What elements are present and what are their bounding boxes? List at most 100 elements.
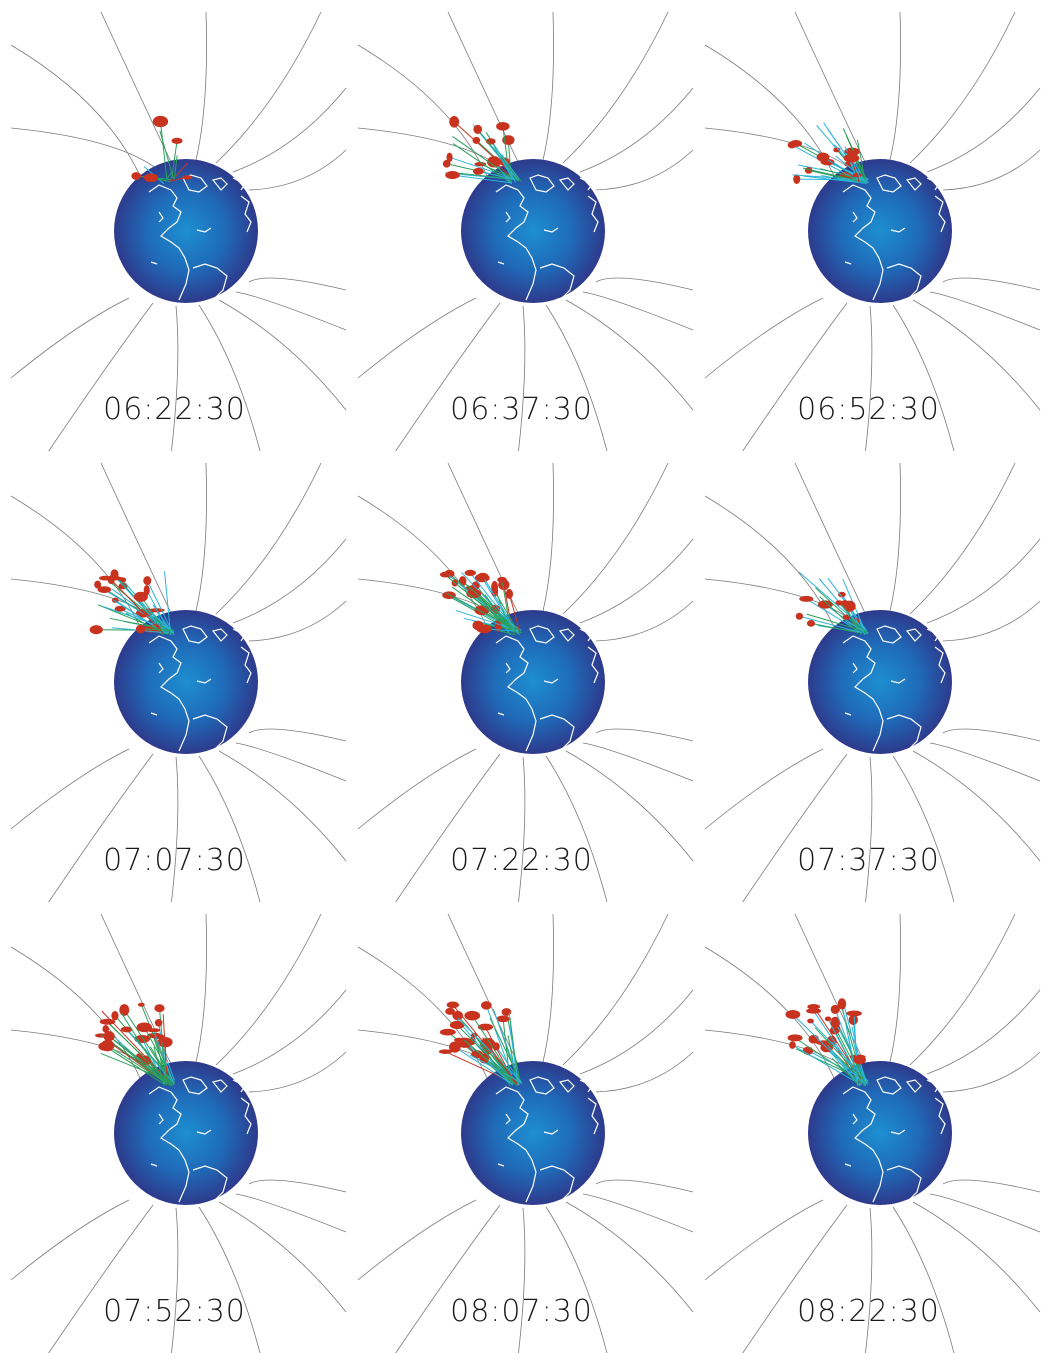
plasma-blob [799, 595, 814, 602]
plasma-blob [793, 174, 801, 185]
coastline [905, 177, 922, 191]
plasma-line [493, 146, 514, 180]
plasma-line [497, 625, 523, 634]
plasma-blob [97, 586, 112, 594]
field-line [518, 305, 526, 451]
field-line [357, 1029, 504, 1071]
field-line [545, 1206, 608, 1353]
field-line [357, 495, 489, 630]
plasma-blob [94, 580, 102, 589]
coastlines [495, 1076, 599, 1203]
plasma-line [813, 1010, 861, 1081]
plasma-blob [102, 1025, 110, 1033]
coastline [890, 678, 906, 684]
field-line [48, 1204, 154, 1353]
plasma-blob [464, 569, 476, 577]
field-lines [704, 913, 1041, 1353]
field-line [565, 299, 694, 411]
field-line [518, 756, 526, 902]
timestamp-label: 06:37:30 [450, 392, 593, 427]
field-line [248, 149, 347, 191]
coastlines [842, 625, 946, 752]
plasma-line [104, 589, 175, 633]
coastline [497, 712, 505, 716]
plasma-line [810, 622, 859, 634]
field-line [865, 756, 873, 902]
coastline [886, 714, 922, 752]
coastlines [148, 1076, 252, 1203]
coastline [539, 263, 575, 301]
field-line [579, 538, 694, 624]
plasma-blob [853, 1055, 866, 1065]
field-line [171, 756, 179, 902]
plasma-line [798, 571, 868, 632]
coastline [211, 1079, 228, 1093]
plasma-line [508, 593, 521, 632]
coastline [842, 635, 884, 752]
field-line [865, 1207, 873, 1353]
plasma-blob [824, 1016, 832, 1022]
coastline [529, 625, 555, 644]
plasma-line [831, 1057, 860, 1087]
field-line [218, 750, 347, 862]
plasma-blob [852, 172, 862, 178]
plasma-blob [474, 161, 487, 167]
field-line [704, 578, 851, 620]
timestamp-label: 07:52:30 [103, 1294, 246, 1329]
globe-scene [10, 913, 347, 1353]
coastline [876, 1076, 902, 1095]
field-line [929, 1193, 1041, 1233]
field-line [357, 748, 477, 830]
coastline [529, 174, 555, 193]
plasma-blob [449, 1020, 465, 1030]
timestamp-label: 07:22:30 [450, 843, 593, 878]
plasma-line [814, 1027, 865, 1081]
plasma-blob [111, 1011, 119, 1021]
field-line [198, 755, 261, 902]
field-line [942, 149, 1041, 191]
plasma-line [472, 124, 519, 182]
coastline [852, 662, 858, 674]
plasma-line [110, 579, 165, 635]
field-line [889, 11, 901, 161]
plasma-blob [99, 1018, 116, 1025]
plasma-blob [789, 1041, 796, 1049]
earth-globe [114, 610, 258, 754]
plasma-blob [456, 1037, 473, 1048]
field-line [395, 753, 501, 902]
plasma-line [121, 1013, 168, 1086]
coastline [842, 184, 884, 301]
coastline [148, 635, 190, 752]
field-line [542, 11, 554, 161]
plasma-line [164, 571, 172, 635]
coastline [505, 211, 511, 223]
field-line [195, 462, 207, 612]
coastline [543, 227, 559, 233]
coastline [497, 261, 505, 265]
plasma-line [840, 1029, 866, 1083]
plasma-line [501, 154, 517, 183]
coastline [558, 628, 575, 642]
plasma-line [819, 596, 858, 633]
field-line [248, 1051, 347, 1093]
coastline [182, 625, 208, 644]
timestamp-label: 08:07:30 [450, 1294, 593, 1329]
field-line [545, 304, 608, 451]
plasma-bundle [438, 1001, 523, 1087]
plasma-line [156, 1041, 167, 1081]
coastline [497, 1163, 505, 1167]
plasma-bundle [439, 569, 523, 636]
plasma-line [792, 1044, 862, 1086]
field-line [565, 750, 694, 862]
field-line [232, 989, 347, 1075]
plasma-blob [848, 1014, 858, 1026]
plasma-blob [446, 152, 453, 163]
plasma-line [482, 575, 517, 631]
plasma-blob [154, 1018, 163, 1027]
plasma-line [456, 1024, 513, 1081]
field-line [215, 462, 322, 615]
plasma-blob [830, 1004, 840, 1014]
plasma-blob [843, 153, 860, 163]
plasma-line [484, 594, 513, 632]
globe-scene [357, 11, 694, 451]
